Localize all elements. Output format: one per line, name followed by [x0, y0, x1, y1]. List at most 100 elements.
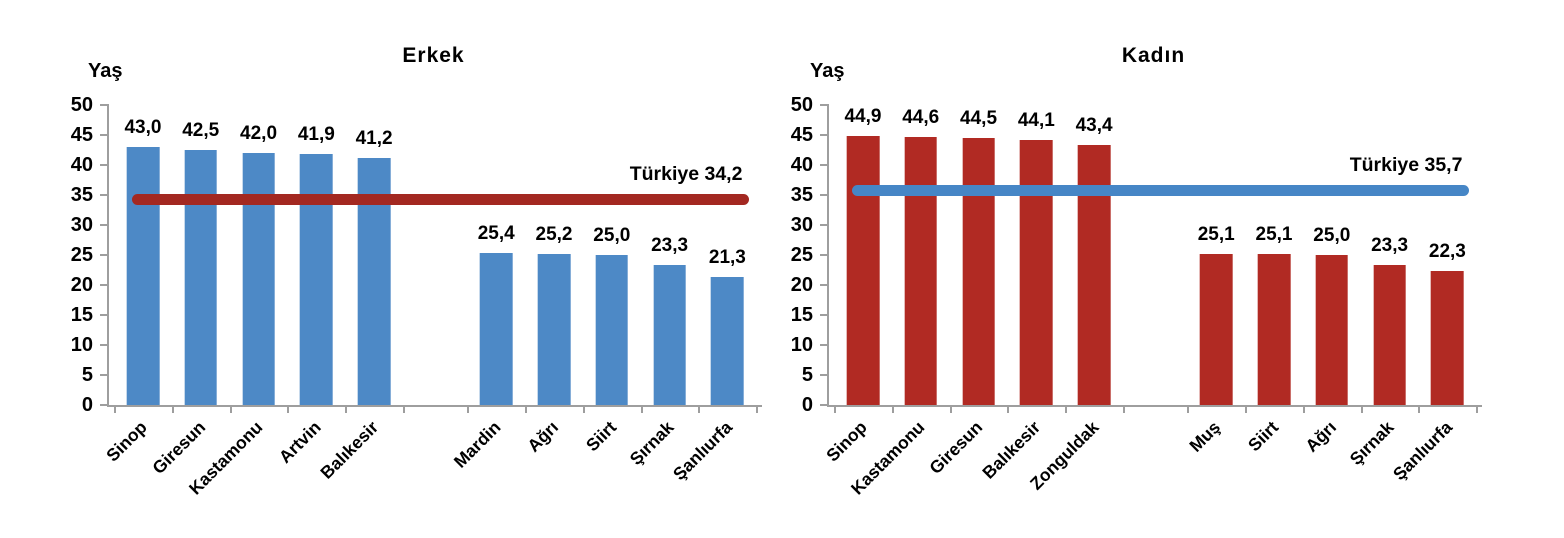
- y-axis-tick-label: 50: [70, 94, 93, 116]
- bar-mardin: [479, 252, 513, 405]
- turkiye-reference-line: [851, 185, 1469, 197]
- bar-giresun: [184, 150, 218, 405]
- x-axis-label-text: Ağrı: [523, 417, 563, 456]
- bar-şırnak: [1373, 265, 1406, 405]
- x-axis-tick: [1418, 405, 1421, 413]
- bar-ağrı: [537, 253, 571, 405]
- y-axis-tick: [100, 194, 109, 196]
- bar-value-label: 25,0: [593, 225, 631, 246]
- y-axis-tick-label: 15: [70, 304, 93, 326]
- bar-sinop: [846, 135, 880, 405]
- x-axis-tick: [114, 405, 117, 413]
- x-axis-tick: [1123, 405, 1126, 413]
- y-axis-tick: [100, 314, 109, 316]
- y-axis-tick: [820, 194, 829, 196]
- x-axis-tick: [1187, 405, 1190, 413]
- y-axis-tick: [820, 254, 829, 256]
- x-axis-tick: [345, 405, 348, 413]
- bar-value-label: 44,5: [960, 108, 998, 129]
- y-axis-tick-label: 50: [790, 94, 813, 116]
- y-axis-tick: [820, 134, 829, 136]
- x-axis-tick: [834, 405, 837, 413]
- y-axis-tick-label: 20: [790, 274, 813, 296]
- x-axis-tick: [171, 405, 174, 413]
- x-axis-tick: [525, 405, 528, 413]
- x-axis-tick: [640, 405, 643, 413]
- bar-value-label: 23,3: [1371, 235, 1409, 257]
- y-axis-tick: [100, 404, 109, 406]
- bar-balıkesir: [1019, 140, 1053, 405]
- bar-siirt: [1257, 254, 1291, 405]
- x-axis-label-text: Şırnak: [625, 417, 678, 469]
- chart-title-kadin: Kadın: [1121, 44, 1186, 67]
- x-axis-tick: [949, 405, 952, 413]
- bar-kastamonu: [242, 153, 275, 405]
- y-axis-title: Yaş: [810, 60, 845, 82]
- y-axis-tick: [100, 224, 109, 226]
- x-axis-label-text: Giresun: [925, 417, 987, 478]
- chart-title-erkek: Erkek: [402, 44, 465, 67]
- bar-ağrı: [1315, 255, 1349, 405]
- bar-value-label: 43,4: [1075, 114, 1113, 136]
- bar-zonguldak: [1077, 144, 1111, 405]
- bar-value-label: 44,6: [902, 107, 940, 129]
- y-axis-tick: [100, 164, 109, 166]
- bar-value-label: 41,9: [297, 123, 335, 145]
- x-axis-label-text: Sinop: [102, 417, 152, 466]
- y-axis-tick: [820, 374, 829, 376]
- x-axis-tick: [1065, 405, 1068, 413]
- y-axis-tick-label: 0: [81, 394, 93, 416]
- plot-area: Türkiye 34,2 0 5 10 15 20 25 30 35 40 45 50 43,0 Sin…: [71, 94, 762, 499]
- x-axis-label-text: Şanlıurfa: [668, 417, 736, 485]
- x-axis-tick: [467, 405, 470, 413]
- bar-value-label: 23,3: [651, 235, 689, 257]
- y-axis-tick-label: 40: [790, 154, 813, 176]
- y-axis-tick-label: 35: [70, 184, 93, 206]
- female-age-chart: Kadın Yaş Türkiye 35,7 0 5 10 15 20 25 30 35 40 4…: [782, 0, 1564, 538]
- bar-sinop: [126, 147, 160, 405]
- bar-value-label: 22,3: [1428, 241, 1466, 263]
- bar-value-label: 21,3: [708, 247, 746, 269]
- y-axis-tick: [100, 134, 109, 136]
- x-axis-tick: [582, 405, 585, 413]
- x-axis-tick: [287, 405, 290, 413]
- plot-area: Türkiye 35,7 0 5 10 15 20 25 30 35 40 45 50 44,9 Sin…: [791, 94, 1482, 499]
- y-axis-tick-label: 20: [70, 274, 93, 296]
- bar-value-label: 25,2: [535, 223, 573, 245]
- y-axis-tick-label: 5: [801, 364, 813, 386]
- x-axis-label-text: Muş: [1185, 417, 1225, 456]
- bar-value-label: 41,2: [355, 127, 393, 149]
- y-axis-tick: [100, 284, 109, 286]
- bar-kastamonu: [904, 137, 938, 405]
- bar-value-label: 44,1: [1017, 110, 1055, 132]
- turkiye-label: Türkiye 34,2: [629, 162, 743, 185]
- bar-giresun: [962, 138, 995, 405]
- x-axis-tick: [698, 405, 701, 413]
- x-axis-tick: [1007, 405, 1010, 413]
- y-axis-tick: [820, 104, 829, 106]
- x-axis-label-text: Balıkesir: [316, 417, 383, 483]
- turkiye-label: Türkiye 35,7: [1349, 153, 1463, 176]
- y-axis-tick: [820, 164, 829, 166]
- bar-value-label: 44,9: [844, 105, 882, 127]
- y-axis-tick: [820, 284, 829, 286]
- bar-artvin: [299, 153, 333, 405]
- x-axis-tick: [403, 405, 406, 413]
- y-axis-tick-label: 0: [801, 394, 813, 416]
- x-axis-label-text: Sinop: [822, 417, 872, 466]
- bar-value-label: 42,0: [240, 123, 278, 144]
- y-axis-tick-label: 35: [790, 184, 813, 206]
- bar-şanlıurfa: [711, 277, 744, 405]
- x-axis-label-text: Şırnak: [1345, 417, 1398, 469]
- x-axis-label-text: Artvin: [274, 417, 325, 467]
- bar-value-label: 25,1: [1197, 224, 1235, 246]
- bar-value-label: 42,5: [182, 120, 220, 141]
- y-axis-tick-label: 30: [790, 214, 813, 236]
- bar-siirt: [595, 255, 629, 405]
- bar-şırnak: [653, 265, 686, 405]
- turkiye-reference-line: [131, 194, 749, 206]
- x-axis-label-text: Mardin: [449, 417, 505, 472]
- x-axis-label-text: Ağrı: [1301, 417, 1340, 456]
- bar-value-label: 25,1: [1255, 224, 1293, 246]
- y-axis-title: Yaş: [88, 60, 123, 82]
